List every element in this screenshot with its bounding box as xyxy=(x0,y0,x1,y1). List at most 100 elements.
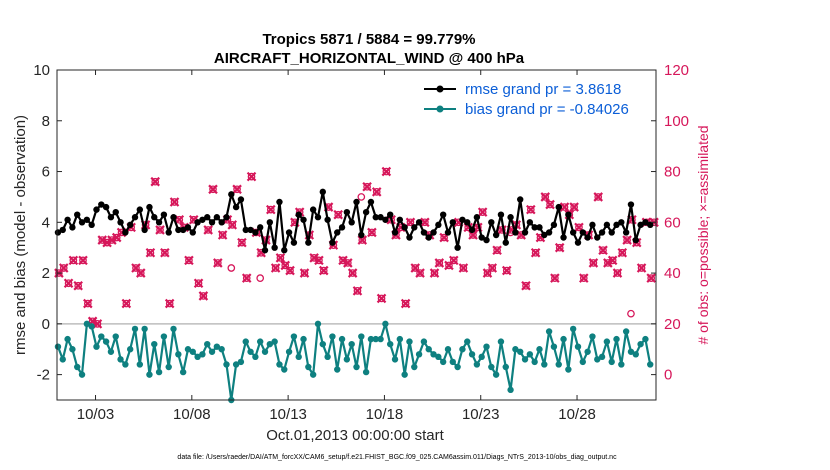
x-tick-label: 10/03 xyxy=(77,406,115,423)
rmse-point xyxy=(170,214,177,221)
obs-o-ring xyxy=(575,223,583,232)
rmse-point xyxy=(232,203,240,211)
obs-assimilated-marker xyxy=(400,298,411,309)
rmse-point xyxy=(305,239,312,246)
rmse-point xyxy=(204,214,211,221)
obs-assimilated-marker xyxy=(155,225,165,235)
obs-o-ring xyxy=(647,274,656,283)
y-right-tick-label: 120 xyxy=(664,62,689,79)
rmse-point xyxy=(131,214,139,221)
rmse-point xyxy=(502,239,509,246)
obs-assimilated-marker xyxy=(347,268,358,278)
bias-point xyxy=(613,335,620,343)
rmse-point xyxy=(492,231,500,239)
rmse-point xyxy=(237,196,245,203)
rmse-point xyxy=(83,216,91,223)
obs-o-ring xyxy=(579,274,588,283)
bias-point xyxy=(208,348,216,355)
y-left-tick-label: 6 xyxy=(42,164,50,181)
bias-point xyxy=(276,361,283,368)
obs-o-ring xyxy=(522,281,530,290)
rmse-point xyxy=(324,216,331,223)
rmse-point xyxy=(242,226,249,234)
obs-assimilated-marker xyxy=(237,237,247,248)
bias-point xyxy=(401,371,408,378)
rmse-point xyxy=(218,219,225,226)
rmse-point xyxy=(565,211,572,218)
rmse-point xyxy=(59,226,66,234)
obs-o-ring xyxy=(348,269,357,277)
obs-o-ring xyxy=(493,246,501,255)
obs-o-ring xyxy=(271,264,280,272)
obs-assimilated-marker xyxy=(169,197,180,207)
obs-o-ring xyxy=(93,319,102,328)
obs-assimilated-marker xyxy=(299,268,310,278)
obs-o-ring xyxy=(194,279,203,288)
obs-assimilated-marker xyxy=(121,298,132,309)
bias-point xyxy=(492,371,500,378)
obs-o-ring xyxy=(435,259,444,267)
bias-point xyxy=(122,361,129,368)
obs-assimilated-marker xyxy=(477,207,488,217)
rmse-point xyxy=(112,208,119,216)
obs-o-ring xyxy=(165,299,174,308)
obs-assimilated-marker xyxy=(598,245,608,256)
rmse-point xyxy=(199,216,206,223)
rmse-point xyxy=(208,219,216,226)
rmse-point xyxy=(411,224,418,231)
y-right-tick-label: 0 xyxy=(664,367,672,384)
obs-assimilated-marker xyxy=(550,273,560,283)
bias-point xyxy=(608,358,615,366)
obs-o-ring xyxy=(343,259,352,267)
obs-assimilated-marker xyxy=(150,176,161,187)
bias-point xyxy=(391,356,399,363)
bias-point xyxy=(334,366,341,373)
obs-o-ring xyxy=(74,281,83,290)
rmse-point xyxy=(589,221,596,229)
bias-point xyxy=(536,346,543,353)
rmse-point xyxy=(574,239,582,246)
bias-point xyxy=(589,333,596,340)
obs-o-ring xyxy=(637,264,646,272)
obs-o-ring xyxy=(276,253,285,262)
rmse-line xyxy=(57,190,651,252)
bias-point xyxy=(459,346,466,353)
bias-point xyxy=(141,325,148,333)
obs-assimilated-marker xyxy=(83,298,93,309)
bias-point xyxy=(637,340,644,348)
rmse-point xyxy=(391,229,399,236)
bias-point xyxy=(454,363,461,371)
bias-point xyxy=(218,346,225,353)
rmse-point xyxy=(348,219,355,226)
y-left-tick-label: 0 xyxy=(42,316,50,333)
bias-point xyxy=(74,363,81,371)
rmse-point xyxy=(555,203,562,211)
obs-o-ring xyxy=(483,269,492,277)
bias-point xyxy=(396,335,404,343)
bias-point xyxy=(199,351,206,358)
rmse-point xyxy=(627,201,635,208)
obs-assimilated-marker xyxy=(285,265,295,276)
bias-point xyxy=(541,361,548,368)
rmse-point xyxy=(319,188,326,196)
bias-point xyxy=(512,346,519,353)
bias-point xyxy=(565,366,572,373)
bias-point xyxy=(232,361,240,368)
bias-point xyxy=(98,333,105,340)
bias-point xyxy=(64,335,71,343)
rmse-point xyxy=(179,226,187,234)
x-tick-label: 10/28 xyxy=(558,406,596,423)
rmse-point xyxy=(295,211,302,218)
obs-assimilated-marker xyxy=(213,258,223,268)
rmse-point xyxy=(478,234,485,241)
obs-o-ring xyxy=(228,220,237,229)
rmse-point xyxy=(521,229,529,236)
bias-point xyxy=(348,340,355,348)
series-marker-layer xyxy=(54,188,654,404)
obs-assimilated-marker xyxy=(526,204,536,215)
x-tick-label: 10/08 xyxy=(173,406,211,423)
bias-point xyxy=(204,340,211,348)
obs-o-ring xyxy=(266,205,275,214)
bias-point xyxy=(449,358,457,366)
rmse-point xyxy=(642,219,649,226)
